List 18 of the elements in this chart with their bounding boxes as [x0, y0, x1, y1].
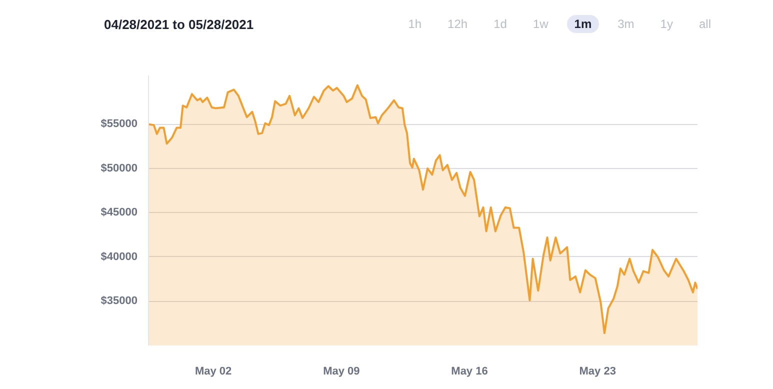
y-tick-label: $45000 [100, 206, 138, 219]
text: all [698, 16, 712, 34]
x-tick-label: May 16 [451, 366, 488, 378]
y-tick-label: $50000 [100, 162, 138, 174]
y-tick-label: $55000 [100, 118, 138, 130]
text: 1w [532, 16, 550, 34]
y-tick-label: $40000 [100, 250, 138, 263]
x-tick-label: May 23 [579, 366, 616, 378]
text: 1m [567, 15, 599, 34]
text: 1d [492, 16, 508, 34]
text: 1h [407, 16, 423, 34]
x-tick-label: May 09 [323, 366, 360, 378]
x-tick-label: May 02 [194, 366, 232, 378]
y-tick-label: $35000 [100, 295, 138, 308]
text: 1y [659, 16, 674, 34]
chart-title: 04/28/2021 to 05/28/2021 [104, 16, 254, 34]
text: 3m [616, 16, 636, 34]
text: 12h [446, 16, 469, 34]
